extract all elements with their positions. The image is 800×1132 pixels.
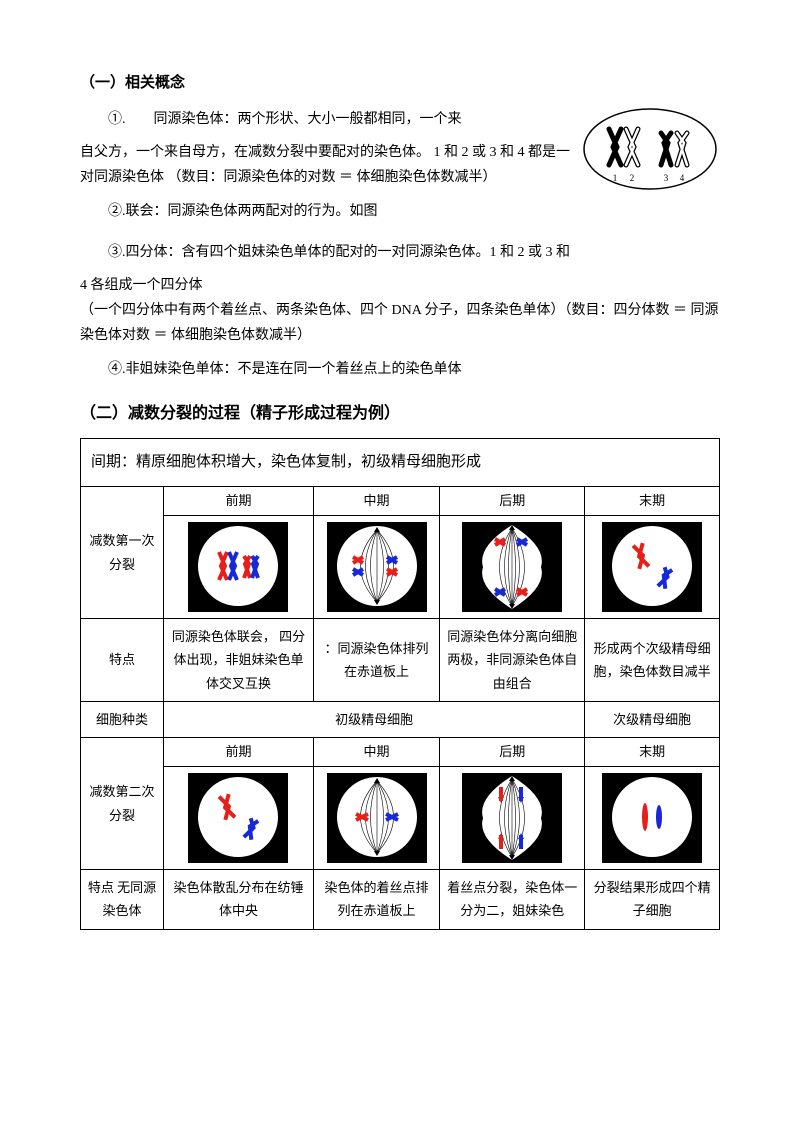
- diagram-label-2: 2: [630, 173, 635, 183]
- diagram-label-1: 1: [613, 173, 618, 183]
- phase-prophase-1: 前期: [164, 487, 314, 515]
- diagram-prophase-2: [164, 766, 314, 869]
- phase-metaphase-2: 中期: [313, 738, 439, 766]
- feature-metaphase-1: ：同源染色体排列在赤道板上: [313, 618, 439, 701]
- diagram-metaphase-1: [313, 515, 439, 618]
- cell-type-primary: 初级精母细胞: [164, 702, 585, 738]
- interphase-row: 间期：精原细胞体积增大，染色体复制，初级精母细胞形成: [81, 439, 720, 487]
- phase-metaphase-1: 中期: [313, 487, 439, 515]
- concept-3c: （一个四分体中有两个着丝点、两条染色体、四个 DNA 分子，四条染色单体）（数目…: [80, 298, 720, 348]
- diagram-anaphase-2: [440, 766, 585, 869]
- phase-telophase-1: 末期: [585, 487, 720, 515]
- diagram-metaphase-2: [313, 766, 439, 869]
- diagram-label-3: 3: [664, 173, 669, 183]
- cell-type-header: 细胞种类: [81, 702, 164, 738]
- feature-anaphase-2: 着丝点分裂，染色体一分为二，姐妹染色: [440, 869, 585, 929]
- diagram-anaphase-1: [440, 515, 585, 618]
- features-header-1: 特点: [81, 618, 164, 701]
- diagram-prophase-1: [164, 515, 314, 618]
- features-header-2: 特点 无同源染色体: [81, 869, 164, 929]
- meiosis-1-header: 减数第一次分裂: [81, 487, 164, 618]
- phase-prophase-2: 前期: [164, 738, 314, 766]
- feature-prophase-2: 染色体散乱分布在纺锤体中央: [164, 869, 314, 929]
- meiosis-2-header: 减数第二次分裂: [81, 738, 164, 869]
- diagram-label-4: 4: [680, 173, 685, 183]
- feature-metaphase-2: 染色体的着丝点排列在赤道板上: [313, 869, 439, 929]
- section-2-title: （二）减数分裂的过程（精子形成过程为例）: [80, 400, 720, 429]
- phase-telophase-2: 末期: [585, 738, 720, 766]
- concept-block: 1 2 3 4 ①. 同源染色体：两个形状、大小一般都相同，一个来 自父方，一个…: [80, 107, 720, 382]
- section-1-title: （一）相关概念: [80, 70, 720, 97]
- feature-prophase-1: 同源染色体联会， 四分体出现，非姐妹染色单体交叉互换: [164, 618, 314, 701]
- concept-4: ④.非姐妹染色单体：不是连在同一个着丝点上的染色单体: [80, 357, 720, 382]
- phase-anaphase-2: 后期: [440, 738, 585, 766]
- diagram-telophase-1: [585, 515, 720, 618]
- diagram-telophase-2: [585, 766, 720, 869]
- concept-3a: ③.四分体：含有四个姐妹染色单体的配对的一对同源染色体。1 和 2 或 3 和: [80, 240, 720, 265]
- feature-telophase-2: 分裂结果形成四个精子细胞: [585, 869, 720, 929]
- phase-anaphase-1: 后期: [440, 487, 585, 515]
- feature-anaphase-1: 同源染色体分离向细胞两极，非同源染色体自由组合: [440, 618, 585, 701]
- cell-type-secondary: 次级精母细胞: [585, 702, 720, 738]
- concept-3b: 4 各组成一个四分体: [80, 273, 720, 298]
- feature-telophase-1: 形成两个次级精母细胞，染色体数目减半: [585, 618, 720, 701]
- homolog-chromosome-diagram: 1 2 3 4: [580, 107, 720, 197]
- meiosis-table: 间期：精原细胞体积增大，染色体复制，初级精母细胞形成 减数第一次分裂 前期 中期…: [80, 438, 720, 929]
- concept-2: ②.联会：同源染色体两两配对的行为。如图: [80, 199, 720, 224]
